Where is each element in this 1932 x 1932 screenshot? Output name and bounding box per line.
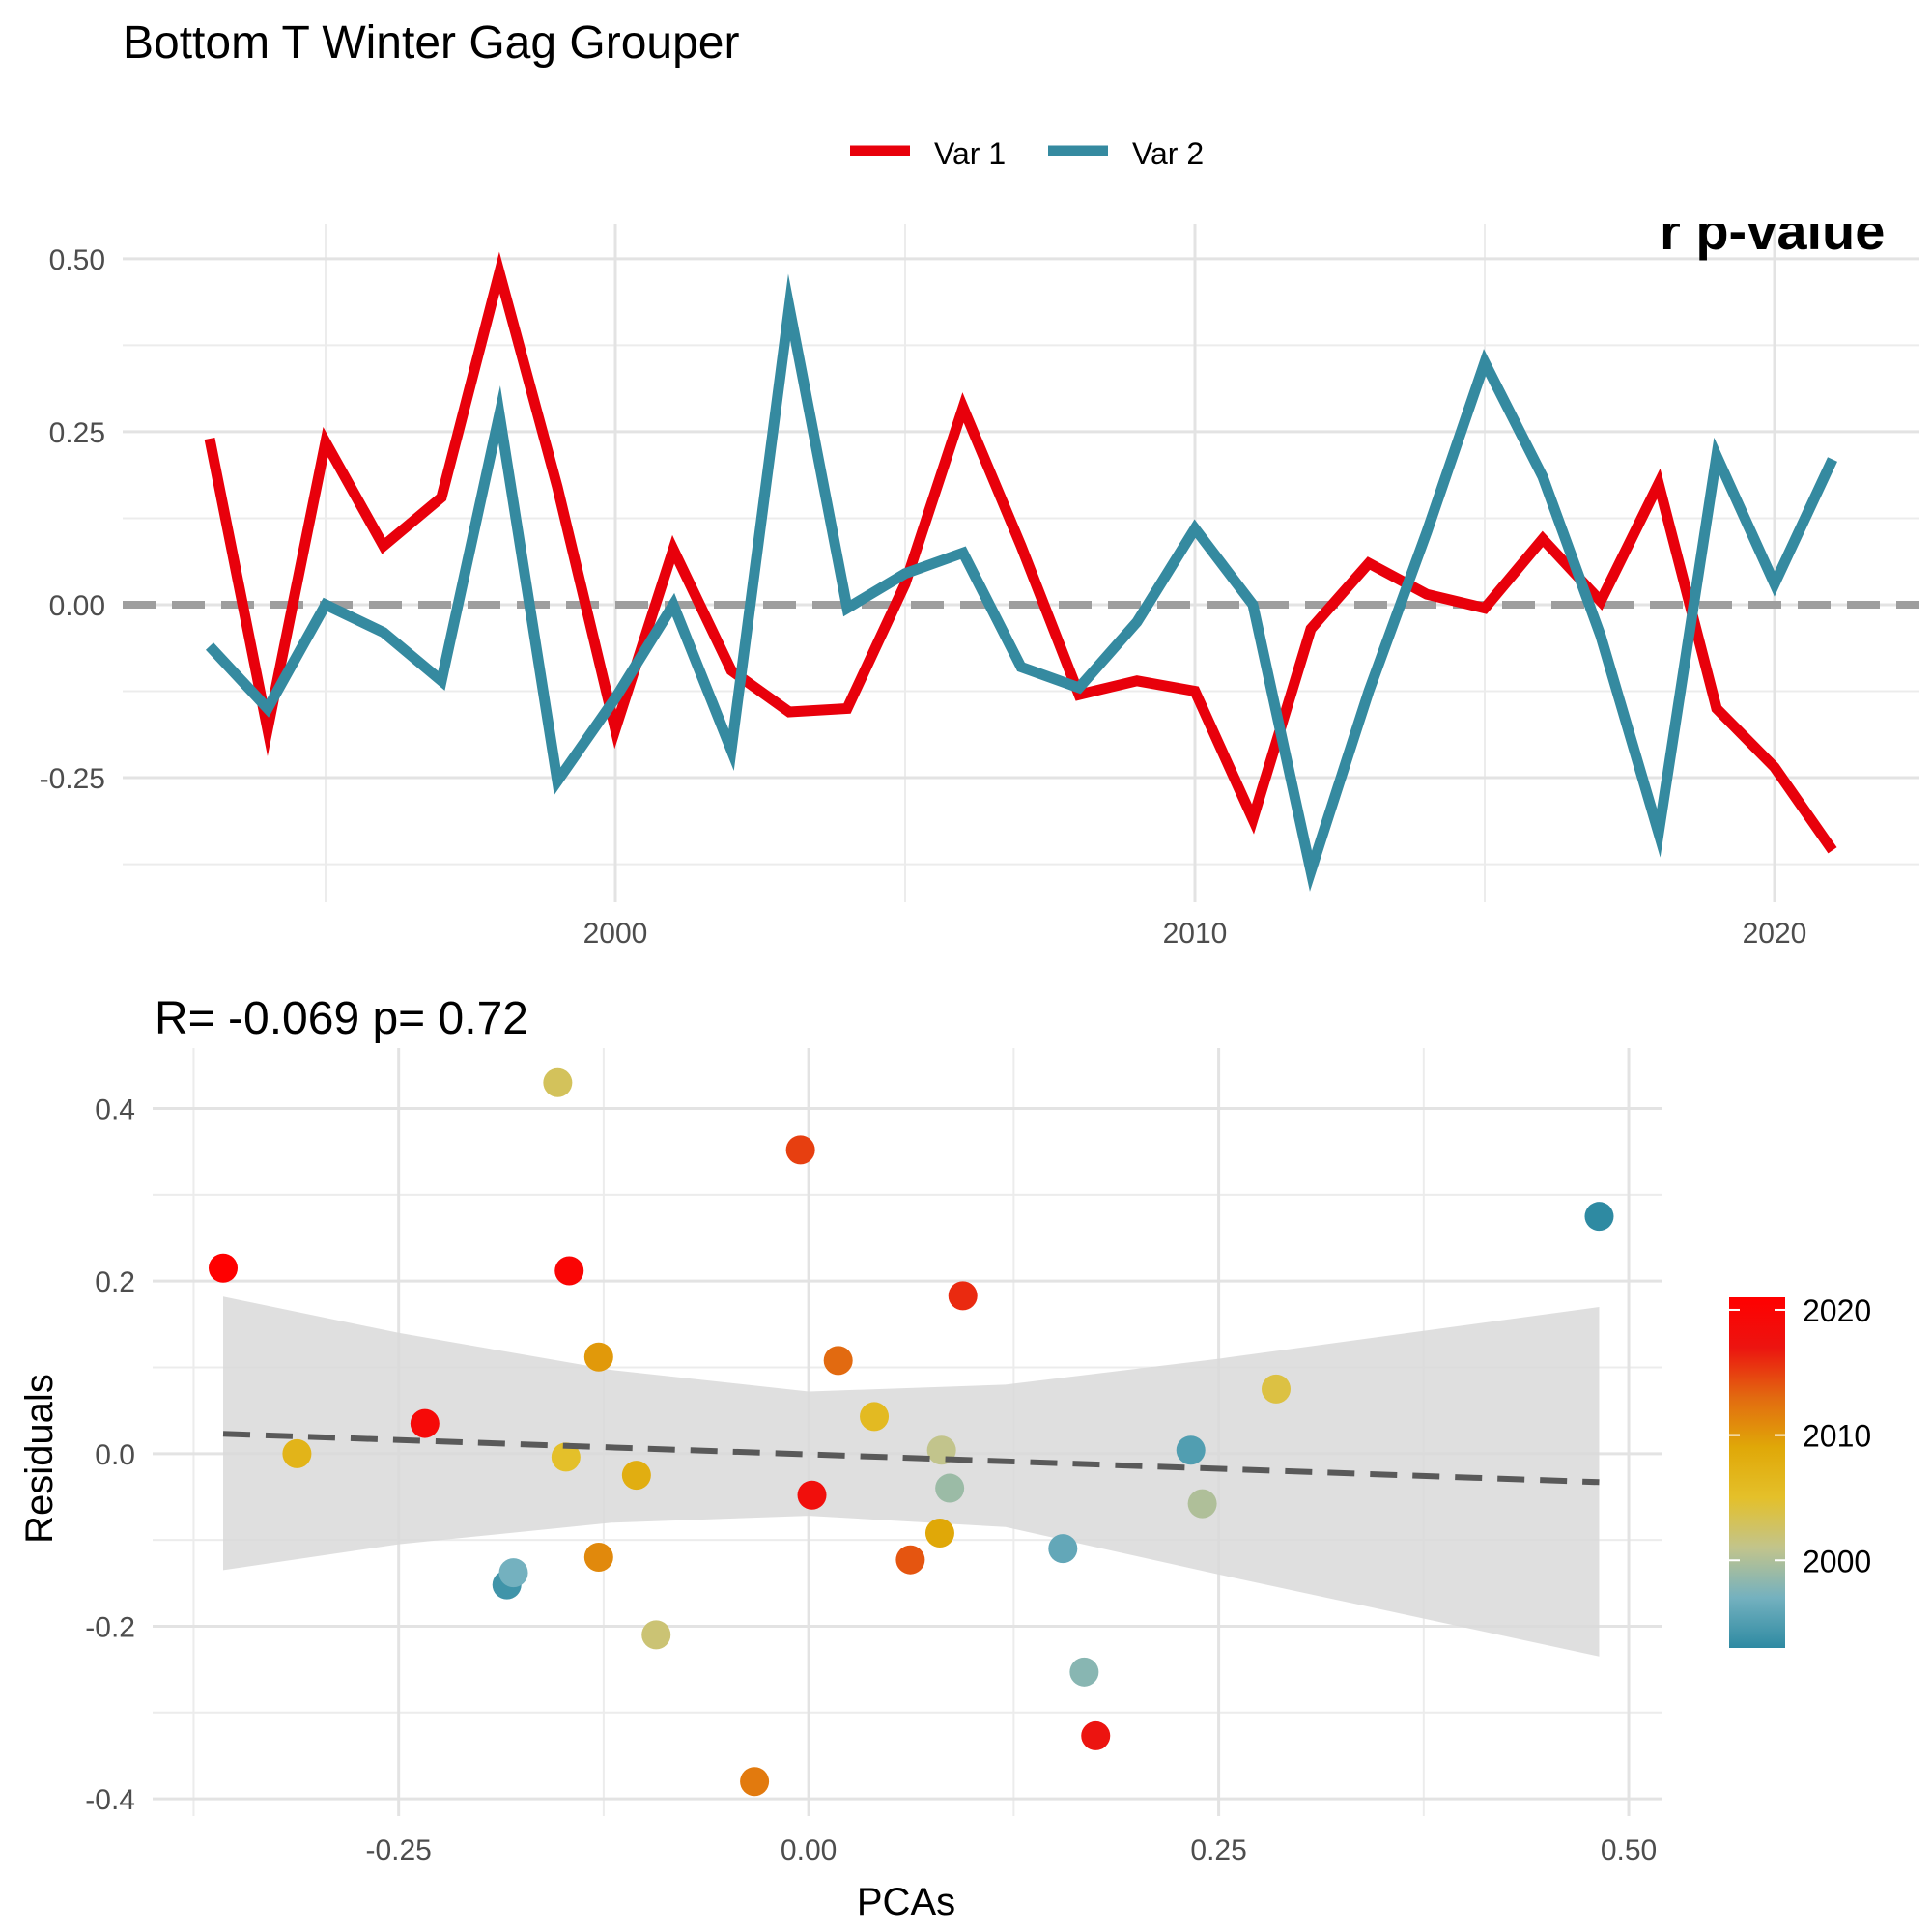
scatter-point — [498, 1558, 528, 1588]
y-tick-label: -0.25 — [40, 763, 105, 795]
chart-title: Bottom T Winter Gag Grouper — [123, 17, 740, 69]
clipped-annotation: r p-value — [1660, 200, 1885, 261]
scatter-point — [209, 1253, 239, 1283]
x-tick-label: 0.00 — [781, 1834, 837, 1866]
scatter-chart-y-ticks: 0.4 0.2 0.0 -0.2 -0.4 — [85, 1094, 135, 1817]
scatter-point — [282, 1438, 312, 1468]
y-axis-label: Residuals — [18, 1374, 61, 1544]
series-line-2 — [205, 273, 1837, 892]
scatter-point — [410, 1408, 440, 1438]
y-tick-label: 0.2 — [95, 1266, 135, 1298]
scatter-point — [823, 1346, 853, 1376]
y-tick-label: 0.4 — [95, 1094, 135, 1126]
scatter-point — [895, 1545, 925, 1575]
x-tick-label: 0.50 — [1601, 1834, 1657, 1866]
confidence-band — [223, 1296, 1600, 1657]
scatter-chart-x-ticks: -0.25 0.00 0.25 0.50 — [365, 1834, 1657, 1866]
line-chart-series — [204, 251, 1837, 892]
y-tick-label: 0.50 — [49, 244, 105, 276]
x-axis-label: PCAs — [857, 1881, 955, 1923]
line-chart-y-ticks: 0.50 0.25 0.00 -0.25 — [40, 244, 105, 795]
confidence-band-area — [223, 1296, 1600, 1657]
y-tick-label: 0.0 — [95, 1439, 135, 1471]
colorbar-tick-label: 2010 — [1803, 1419, 1871, 1454]
scatter-point — [1584, 1202, 1614, 1232]
series-line-1 — [204, 251, 1837, 854]
scatter-point — [924, 1519, 954, 1548]
scatter-point — [551, 1442, 581, 1472]
scatter-point — [543, 1067, 573, 1097]
scatter-chart-panel: 0.4 0.2 0.0 -0.2 -0.4 -0.25 0.00 0.25 0.50 — [85, 1048, 1662, 1866]
y-tick-label: 0.25 — [49, 417, 105, 449]
scatter-point — [1048, 1534, 1078, 1564]
scatter-point — [1069, 1657, 1099, 1687]
colorbar-tick-label: 2000 — [1803, 1544, 1871, 1578]
scatter-point — [1187, 1489, 1217, 1519]
colorbar-tick-label: 2020 — [1803, 1293, 1871, 1328]
scatter-point — [860, 1402, 890, 1432]
legend: Var 1 Var 2 — [850, 136, 1204, 171]
scatter-point — [935, 1473, 965, 1503]
scatter-point — [797, 1480, 827, 1510]
scatter-point — [583, 1342, 613, 1372]
x-tick-label: 2010 — [1163, 918, 1228, 950]
x-tick-label: 2000 — [583, 918, 648, 950]
legend-label-var1: Var 1 — [934, 136, 1006, 171]
scatter-point — [1176, 1435, 1206, 1465]
x-tick-label: 2020 — [1743, 918, 1807, 950]
x-tick-label: -0.25 — [365, 1834, 431, 1866]
y-tick-label: 0.00 — [49, 590, 105, 622]
trend-line — [222, 1431, 1600, 1486]
x-tick-label: 0.25 — [1190, 1834, 1246, 1866]
stats-label: R= -0.069 p= 0.72 — [155, 993, 528, 1044]
y-tick-label: -0.4 — [85, 1784, 135, 1816]
line-chart-panel: 0.50 0.25 0.00 -0.25 2000 2010 2020 r p-value — [40, 200, 1919, 950]
colorbar: 2020 2010 2000 — [1729, 1293, 1871, 1648]
scatter-point — [785, 1135, 815, 1165]
line-chart-x-ticks: 2000 2010 2020 — [583, 918, 1807, 950]
scatter-point — [583, 1543, 613, 1573]
colorbar-gradient — [1729, 1297, 1785, 1648]
scatter-point — [740, 1767, 770, 1797]
y-tick-label: -0.2 — [85, 1611, 135, 1643]
scatter-points — [209, 1067, 1614, 1797]
legend-label-var2: Var 2 — [1132, 136, 1204, 171]
scatter-point — [554, 1256, 584, 1286]
scatter-point — [621, 1461, 651, 1491]
colorbar-ticks: 2020 2010 2000 — [1729, 1293, 1871, 1578]
scatter-point — [641, 1620, 671, 1650]
scatter-point — [1262, 1374, 1292, 1404]
scatter-point — [948, 1281, 978, 1311]
scatter-point — [1081, 1720, 1111, 1750]
